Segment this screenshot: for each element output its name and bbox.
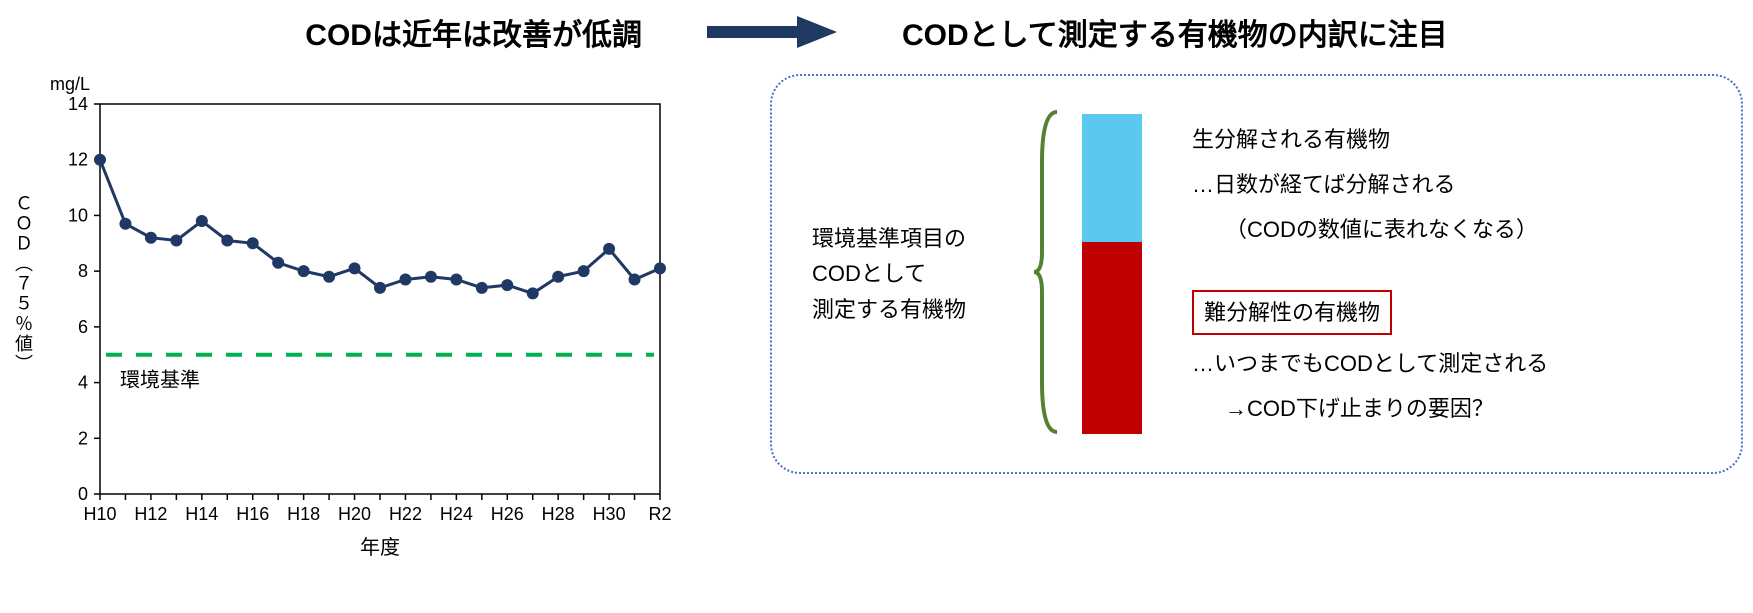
- svg-text:4: 4: [78, 373, 88, 393]
- desc-bot-title-box: 難分解性の有機物: [1192, 290, 1392, 335]
- y-axis-label: ＣＯＤ（７５％値）: [10, 194, 36, 374]
- desc-top-sub1: …日数が経てば分解される: [1192, 168, 1548, 201]
- y-unit: mg/L: [50, 74, 90, 95]
- svg-text:H12: H12: [134, 504, 167, 524]
- cod-chart: mg/L ＣＯＤ（７５％値） 0 2 4 6 8 10 12 14 H10 H12 H14 H16 H1…: [10, 74, 710, 574]
- svg-text:H14: H14: [185, 504, 218, 524]
- desc-bot-sub2: →COD下げ止まりの要因？: [1192, 392, 1548, 425]
- svg-text:年度: 年度: [360, 536, 400, 559]
- bar-bottom: [1082, 242, 1142, 434]
- left-label: 環境基準項目の CODとして 測定する有機物: [812, 221, 1012, 327]
- svg-text:H30: H30: [593, 504, 626, 524]
- left-title: CODは近年は改善が低調: [305, 10, 642, 54]
- svg-text:H16: H16: [236, 504, 269, 524]
- left-label-l2: CODとして: [812, 256, 1012, 291]
- svg-text:H18: H18: [287, 504, 320, 524]
- descriptions: 生分解される有機物 …日数が経てば分解される （CODの数値に表れなくなる） 難…: [1192, 123, 1548, 425]
- left-label-l1: 環境基準項目の: [812, 221, 1012, 256]
- svg-text:12: 12: [68, 150, 88, 170]
- desc-bot-sub1: …いつまでもCODとして測定される: [1192, 347, 1548, 380]
- bar-top: [1082, 114, 1142, 242]
- desc-top-sub2: （CODの数値に表れなくなる）: [1192, 213, 1548, 246]
- stacked-bar: [1082, 114, 1142, 434]
- svg-text:H26: H26: [491, 504, 524, 524]
- svg-text:H10: H10: [83, 504, 116, 524]
- svg-text:H22: H22: [389, 504, 422, 524]
- svg-text:環境基準: 環境基準: [120, 369, 200, 392]
- svg-text:H28: H28: [542, 504, 575, 524]
- right-arrow-icon: [702, 12, 842, 52]
- svg-text:R2: R2: [648, 504, 671, 524]
- chart-svg: 0 2 4 6 8 10 12 14 H10 H12 H14 H16 H18 H20 H22 H24 H26 H2…: [10, 74, 710, 574]
- svg-text:0: 0: [78, 484, 88, 504]
- svg-text:10: 10: [68, 205, 88, 225]
- svg-text:2: 2: [78, 428, 88, 448]
- left-label-l3: 測定する有機物: [812, 292, 1012, 327]
- right-title: CODとして測定する有機物の内訳に注目: [902, 10, 1448, 54]
- desc-bot-title: 難分解性の有機物: [1204, 300, 1380, 325]
- brace-icon: [1032, 102, 1062, 447]
- desc-top-title: 生分解される有機物: [1192, 123, 1548, 156]
- svg-text:14: 14: [68, 94, 88, 114]
- svg-text:6: 6: [78, 317, 88, 337]
- svg-text:H24: H24: [440, 504, 473, 524]
- breakdown-panel: 環境基準項目の CODとして 測定する有機物 生分解される有機物 …日数が経てば…: [770, 74, 1743, 474]
- svg-text:H20: H20: [338, 504, 371, 524]
- svg-text:8: 8: [78, 261, 88, 281]
